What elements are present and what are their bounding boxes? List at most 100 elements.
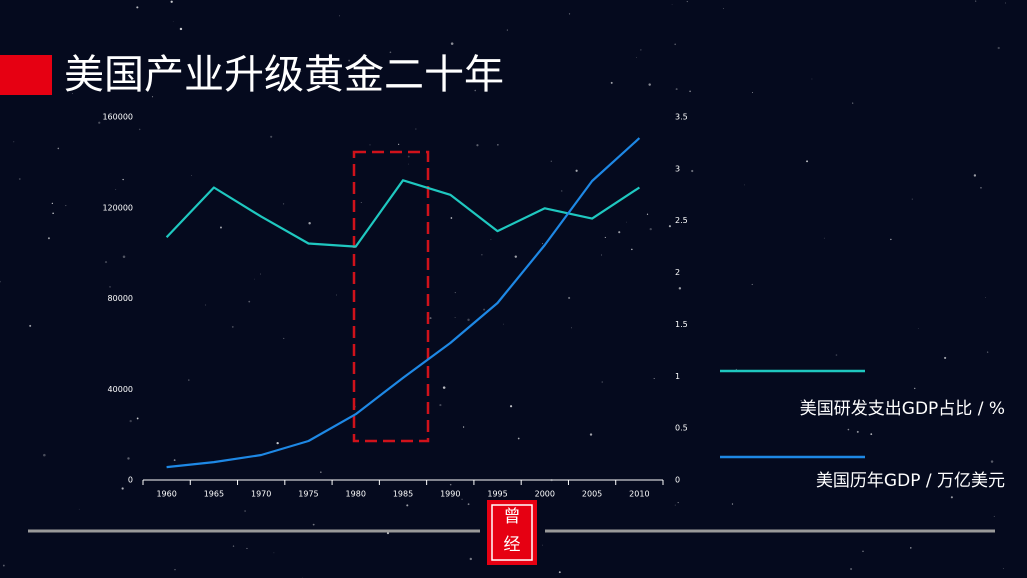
star [911, 198, 913, 200]
star [406, 504, 409, 507]
star [674, 43, 676, 46]
star [244, 510, 246, 512]
x-tick-label: 2005 [582, 490, 602, 499]
star [260, 273, 261, 275]
star [57, 147, 60, 150]
star [122, 178, 124, 181]
star [604, 236, 606, 239]
star [610, 81, 613, 84]
star [649, 227, 652, 231]
star [990, 460, 994, 463]
star [398, 143, 400, 145]
star [65, 205, 67, 207]
star [174, 568, 176, 571]
star [575, 169, 578, 172]
star [1005, 2, 1006, 4]
star [467, 503, 470, 506]
x-tick-label: 1965 [204, 490, 224, 499]
star [429, 317, 432, 320]
star [276, 441, 279, 445]
star [18, 178, 21, 180]
star [408, 163, 409, 165]
star [442, 386, 446, 389]
star [800, 400, 802, 402]
star [635, 57, 637, 58]
title-marker [0, 55, 52, 95]
star [675, 88, 678, 91]
star [686, 1, 688, 3]
y-tick-label: 0 [128, 476, 133, 485]
y2-tick-label: 2.5 [675, 216, 688, 225]
star [975, 0, 977, 2]
star [136, 6, 139, 9]
star [454, 292, 456, 294]
star [550, 160, 552, 162]
star [910, 547, 912, 549]
star [415, 128, 417, 130]
star [283, 337, 285, 339]
star [476, 144, 479, 147]
x-tick-label: 1985 [393, 490, 413, 499]
legend-label: 美国研发支出GDP占比 / % [800, 399, 1005, 419]
x-tick-label: 2010 [629, 490, 649, 499]
star [980, 187, 982, 189]
star [589, 433, 593, 436]
y2-tick-label: 3 [675, 164, 680, 173]
star [806, 160, 809, 163]
star [506, 29, 508, 31]
star [752, 92, 754, 94]
star [626, 221, 628, 223]
star [514, 255, 517, 258]
star [847, 428, 850, 431]
star [993, 515, 995, 517]
star [231, 325, 234, 328]
star [248, 300, 251, 303]
star [173, 459, 176, 461]
star [191, 175, 192, 177]
y2-tick-label: 1.5 [675, 320, 688, 329]
chart-title: 美国产业升级黄金二十年 [64, 52, 504, 98]
y2-tick-label: 3.5 [675, 113, 688, 122]
star [985, 297, 986, 298]
star [439, 404, 442, 407]
star [138, 128, 141, 131]
star [561, 190, 563, 192]
star [78, 508, 80, 510]
star [973, 174, 977, 177]
highlight-box [352, 150, 430, 443]
star [852, 102, 854, 104]
x-tick-label: 1975 [298, 490, 318, 499]
x-tick-label: 1980 [346, 490, 366, 499]
star [986, 351, 989, 353]
star [386, 532, 390, 535]
star [121, 487, 124, 490]
star [127, 457, 130, 460]
star [29, 324, 32, 327]
star [497, 144, 499, 146]
y-tick-label: 160000 [102, 113, 133, 122]
star [890, 238, 892, 241]
x-tick-label: 1990 [440, 490, 460, 499]
star [541, 243, 543, 245]
star [122, 255, 126, 259]
star [944, 356, 947, 360]
star [273, 552, 275, 554]
star [997, 46, 1000, 50]
legend-label: 美国历年GDP / 万亿美元 [816, 471, 1005, 491]
star [835, 354, 838, 356]
y-tick-label: 40000 [108, 385, 133, 394]
star [336, 294, 338, 296]
x-tick-label: 2000 [535, 490, 555, 499]
star [731, 503, 734, 505]
star [568, 296, 571, 300]
star [474, 89, 477, 92]
star [450, 42, 454, 45]
star [51, 202, 54, 204]
y2-tick-label: 0 [675, 476, 680, 485]
star [744, 184, 745, 186]
star [151, 96, 154, 98]
star [467, 318, 470, 322]
star [917, 328, 919, 329]
star [254, 278, 256, 280]
